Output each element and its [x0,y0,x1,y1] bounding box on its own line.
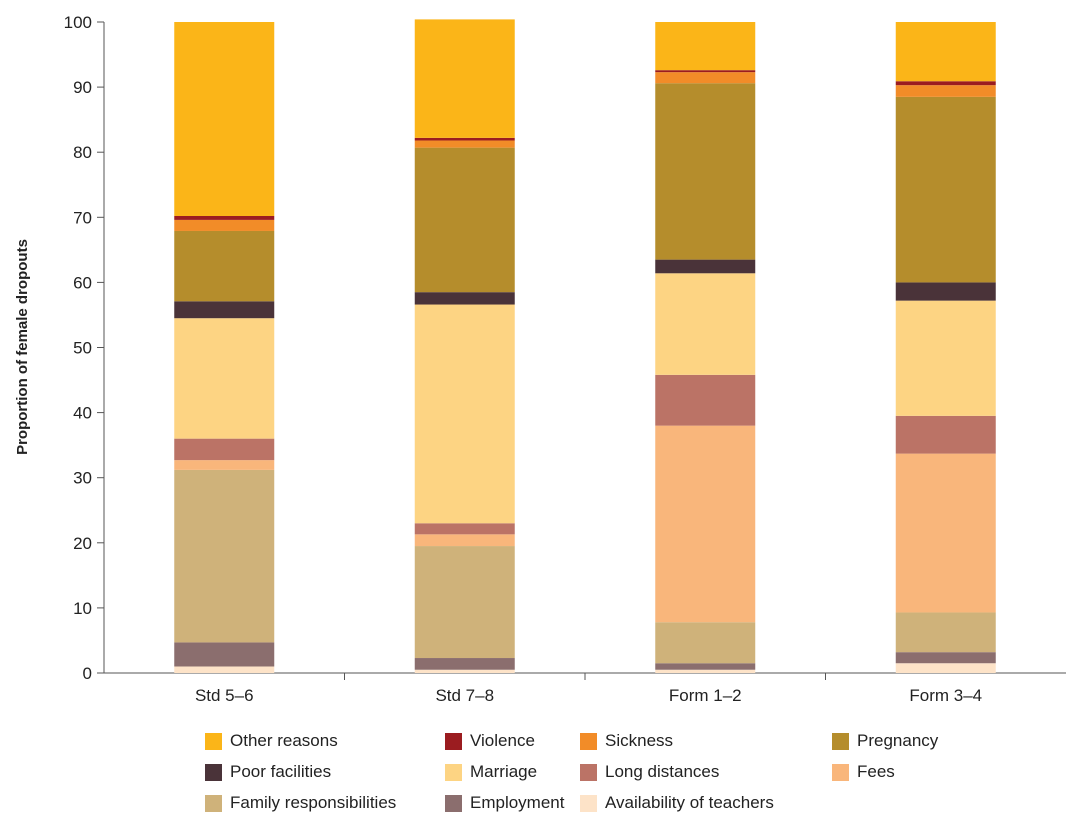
legend-item: Violence [445,729,580,753]
bar-segment-family-responsibilities [655,622,756,664]
legend-label: Family responsibilities [230,793,397,812]
y-tick-label: 80 [73,143,92,162]
legend-item: Long distances [580,760,832,784]
legend-swatch [445,732,462,750]
bar-segment-sickness [174,219,275,231]
y-axis-title: Proportion of female dropouts [14,239,31,455]
legend-label: Long distances [605,762,720,781]
legend-item: Pregnancy [832,729,1032,753]
y-tick-label: 70 [73,208,92,227]
legend-item: Other reasons [205,729,445,753]
bar-segment-poor-facilities [414,292,515,305]
bar-segment-long-distances [655,374,756,426]
bar-segment-poor-facilities [655,259,756,274]
legend-label: Fees [857,762,895,781]
y-tick-label: 50 [73,339,92,358]
bar-segment-employment [895,652,996,664]
bar-segment-availability-of-teachers [174,666,275,673]
bar-segment-long-distances [414,523,515,535]
legend-swatch [445,794,462,812]
bar-segment-long-distances [174,438,275,461]
bar-segment-family-responsibilities [174,469,275,643]
legend-label: Marriage [470,762,538,781]
bar-segment-fees [655,425,756,623]
bar-segment-availability-of-teachers [655,669,756,673]
bar-segment-availability-of-teachers [895,663,996,673]
x-tick-label: Std 7–8 [435,686,494,705]
y-tick-label: 100 [64,13,92,32]
bar-segment-availability-of-teachers [414,669,515,673]
bar-segment-employment [414,658,515,670]
legend-swatch [580,763,597,781]
bar-segment-employment [655,663,756,670]
legend-label: Other reasons [230,731,338,750]
bar-segment-marriage [895,300,996,416]
bar-segment-poor-facilities [895,282,996,301]
legend-item: Availability of teachers [580,791,832,815]
bar-segment-pregnancy [655,83,756,260]
bar-segment-marriage [174,318,275,439]
legend-item: Sickness [580,729,832,753]
legend-swatch [205,794,222,812]
bar-segment-sickness [414,140,515,148]
axes-group: 0 10 20 30 40 50 60 70 80 90 100 Std 5–6 Std 7–8 Form… [64,13,1066,705]
bar-segment-violence [895,81,996,86]
bar-segment-fees [174,460,275,470]
legend-item: Marriage [445,760,580,784]
bar-segment-sickness [655,72,756,84]
legend-swatch [832,763,849,781]
x-tick-label: Form 1–2 [669,686,742,705]
bar-segment-sickness [895,85,996,97]
bar-segment-family-responsibilities [414,546,515,659]
legend-item: Employment [445,791,580,815]
legend-item: Fees [832,760,1032,784]
y-tick-label: 60 [73,273,92,292]
bar-segment-fees [414,534,515,547]
bar-segment-pregnancy [174,230,275,302]
bar-segment-other-reasons [655,22,756,71]
bar-segment-other-reasons [895,22,996,82]
bar-segment-employment [174,642,275,667]
legend-swatch [580,794,597,812]
legend-swatch [580,732,597,750]
legend-item: Poor facilities [205,760,445,784]
y-tick-label: 20 [73,534,92,553]
bar-segment-violence [414,137,515,141]
legend-swatch [205,732,222,750]
legend: Other reasons Violence Sickness Pregnancy Po… [205,729,1065,815]
legend-label: Poor facilities [230,762,332,781]
y-tick-label: 90 [73,78,92,97]
y-tick-label: 40 [73,404,92,423]
bar-segment-fees [895,453,996,613]
bar-segment-marriage [414,304,515,524]
y-tick-label: 0 [83,664,92,683]
bar-segment-family-responsibilities [895,612,996,653]
bar-segment-marriage [655,273,756,375]
legend-label: Pregnancy [857,731,939,750]
x-tick-label: Std 5–6 [195,686,254,705]
legend-swatch [205,763,222,781]
bar-segment-pregnancy [414,147,515,293]
legend-label: Sickness [605,731,674,750]
legend-item: Family responsibilities [205,791,445,815]
legend-swatch [832,732,849,750]
y-tick-label: 10 [73,599,92,618]
legend-label: Employment [470,793,565,812]
bar-segment-violence [174,215,275,220]
legend-label: Violence [470,731,535,750]
bar-segment-violence [655,70,756,73]
bar-segment-long-distances [895,415,996,454]
bar-segment-other-reasons [174,22,275,216]
stacked-bar-chart: 0 10 20 30 40 50 60 70 80 90 100 Std 5–6 Std 7–8 Form… [14,13,1066,705]
bar-segment-pregnancy [895,96,996,283]
legend-label: Availability of teachers [605,793,774,812]
y-tick-label: 30 [73,469,92,488]
x-tick-label: Form 3–4 [909,686,982,705]
bar-segment-poor-facilities [174,301,275,319]
bars-group [174,19,996,673]
legend-swatch [445,763,462,781]
bar-segment-other-reasons [414,19,515,138]
